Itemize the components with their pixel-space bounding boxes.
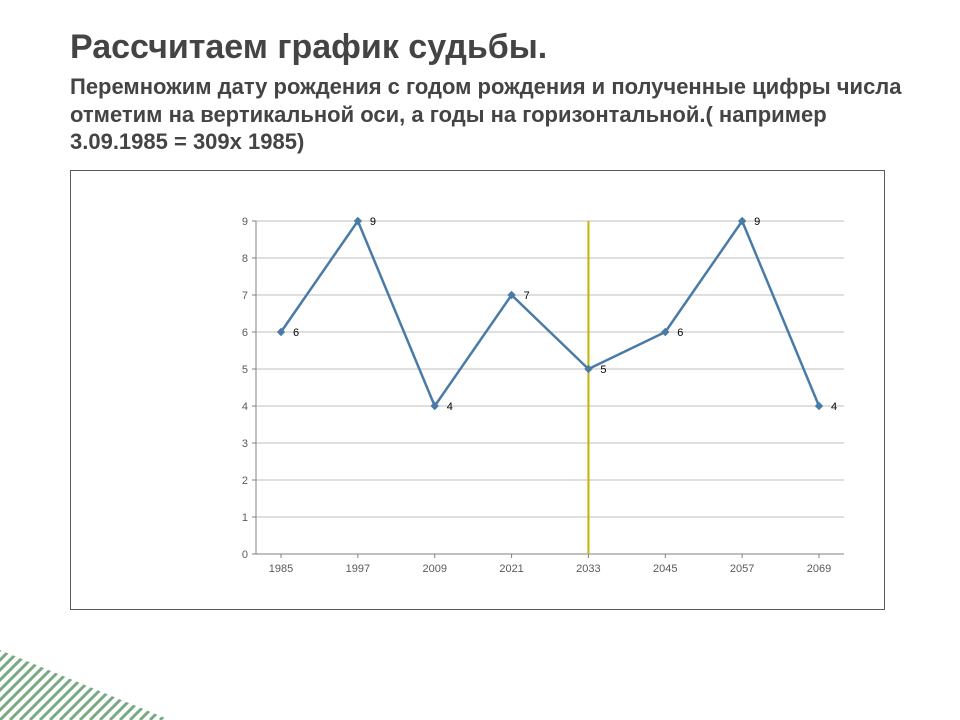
svg-text:6: 6 [293,327,299,339]
svg-text:8: 8 [242,253,248,265]
svg-text:9: 9 [242,216,248,228]
svg-text:4: 4 [447,401,453,413]
slide-title: Рассчитаем график судьбы. [70,28,910,67]
svg-text:2009: 2009 [422,563,446,575]
svg-text:1997: 1997 [346,563,370,575]
svg-text:7: 7 [242,290,248,302]
svg-text:2057: 2057 [730,563,754,575]
svg-text:1: 1 [242,512,248,524]
svg-text:4: 4 [831,401,837,413]
svg-text:7: 7 [524,290,530,302]
svg-text:4: 4 [242,401,248,413]
slide: Рассчитаем график судьбы. Перемножим дат… [0,0,960,720]
svg-text:2069: 2069 [807,563,831,575]
svg-text:3: 3 [242,438,248,450]
svg-text:2021: 2021 [499,563,523,575]
svg-text:6: 6 [242,327,248,339]
svg-text:5: 5 [242,364,248,376]
chart-frame: 0 1 2 3 4 5 6 7 8 9 1985 1997 2009 2021 2033 2045 2057 20… [70,170,885,610]
svg-text:0: 0 [242,549,248,561]
destiny-line-chart: 0 1 2 3 4 5 6 7 8 9 1985 1997 2009 2021 2033 2045 2057 20… [71,171,884,609]
svg-text:9: 9 [370,216,376,228]
svg-text:9: 9 [754,216,760,228]
svg-text:2033: 2033 [576,563,600,575]
svg-text:2045: 2045 [653,563,677,575]
svg-text:6: 6 [677,327,683,339]
slide-subtitle: Перемножим дату рождения с годом рождени… [70,73,910,156]
svg-text:2: 2 [242,475,248,487]
svg-text:1985: 1985 [269,563,293,575]
svg-text:5: 5 [600,364,606,376]
